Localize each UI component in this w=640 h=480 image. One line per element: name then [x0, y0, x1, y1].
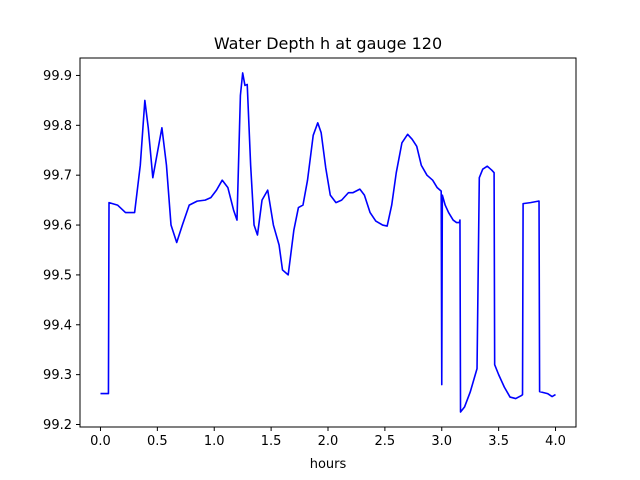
x-axis: 0.0 0.5 1.0 1.5 2.0 2.5 3.0 3.5 4.0	[90, 427, 566, 449]
y-axis: 99.2 99.3 99.4 99.5 99.6 99.7 99.8 99.9	[43, 69, 80, 433]
chart-title: Water Depth h at gauge 120	[214, 34, 442, 53]
x-axis-label: hours	[310, 457, 347, 472]
series-line	[100, 72, 556, 413]
x-tick-label: 4.0	[545, 434, 566, 449]
x-tick-label: 3.0	[431, 434, 452, 449]
y-tick-label: 99.7	[43, 169, 72, 184]
x-tick-label: 3.5	[488, 434, 509, 449]
y-tick-label: 99.9	[43, 69, 72, 84]
y-tick-label: 99.5	[43, 268, 72, 283]
series-layer	[100, 72, 556, 413]
x-tick-label: 2.0	[318, 434, 339, 449]
x-tick-label: 0.0	[90, 434, 111, 449]
x-tick-label: 1.5	[261, 434, 282, 449]
y-tick-label: 99.6	[43, 219, 72, 234]
y-tick-label: 99.4	[43, 318, 72, 333]
x-tick-label: 1.0	[204, 434, 225, 449]
x-tick-label: 2.5	[375, 434, 396, 449]
y-tick-label: 99.8	[43, 119, 72, 134]
y-tick-label: 99.2	[43, 418, 72, 433]
y-tick-label: 99.3	[43, 368, 72, 383]
x-tick-label: 0.5	[147, 434, 168, 449]
